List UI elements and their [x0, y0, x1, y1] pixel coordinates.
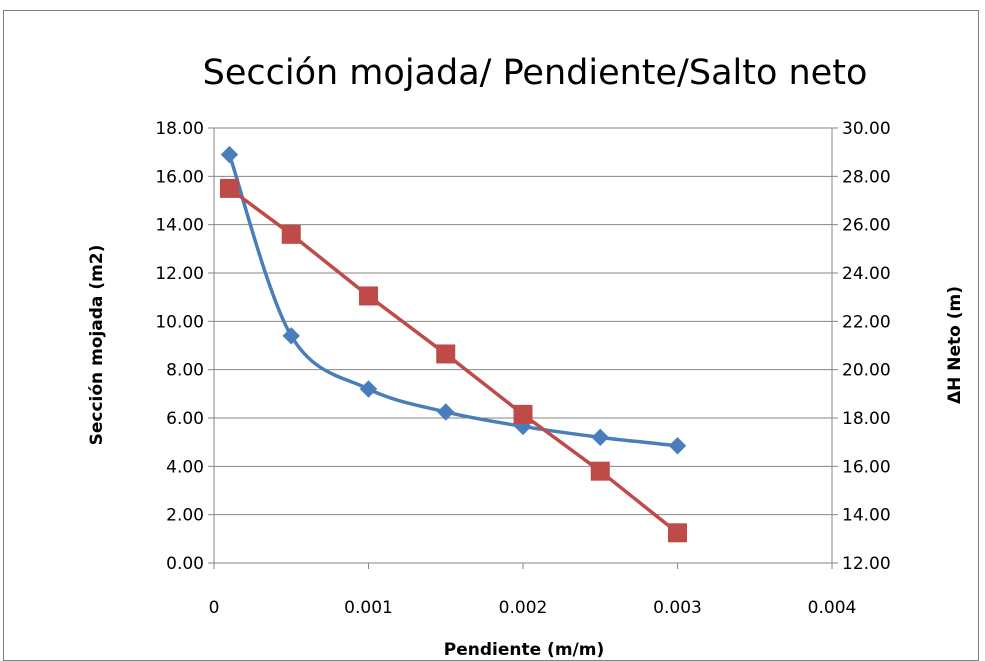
y2-tick-label: 26.00 — [842, 216, 891, 236]
y-tick-label: 16.00 — [155, 167, 204, 187]
y2-axis-title: ΔH Neto (m) — [945, 286, 965, 404]
series-1-point — [282, 327, 300, 345]
y-axis-title: Sección mojada (m2) — [87, 245, 107, 446]
x-tick-label: 0.002 — [499, 598, 548, 618]
y2-tick-label: 24.00 — [842, 264, 891, 284]
x-tick-label: 0.003 — [653, 598, 702, 618]
y2-tick-label: 22.00 — [842, 312, 891, 332]
y2-tick-label: 14.00 — [842, 506, 891, 526]
series-2-point — [668, 523, 687, 543]
series-2-point — [281, 224, 301, 244]
x-axis-title: Pendiente (m/m) — [444, 640, 604, 660]
y2-tick-label: 20.00 — [842, 361, 891, 381]
series-2-point — [590, 461, 610, 481]
series-2-point — [359, 286, 378, 306]
y-tick-label: 18.00 — [155, 119, 204, 139]
y-tick-label: 12.00 — [155, 264, 204, 284]
chart-frame — [3, 10, 979, 661]
series-1-point — [668, 437, 687, 455]
y-tick-label: 6.00 — [166, 409, 204, 429]
x-tick-label: 0.001 — [344, 598, 393, 618]
series-1-point — [220, 145, 239, 164]
series-layer — [219, 145, 687, 543]
x-tick-label: 0.004 — [808, 598, 857, 618]
y-tick-label: 14.00 — [155, 216, 204, 236]
y-tick-label: 10.00 — [155, 312, 204, 332]
tick-labels: 0.00 12.00 2.00 14.00 4.00 16.00 6.00 18.00 8.00… — [155, 119, 890, 618]
y-tick-label: 8.00 — [166, 361, 204, 381]
y-tick-label: 2.00 — [166, 506, 204, 526]
series-1-point — [437, 403, 455, 421]
chart-title: Sección mojada/ Pendiente/Salto neto — [203, 53, 868, 93]
y-tick-label: 0.00 — [166, 554, 204, 574]
y2-tick-label: 30.00 — [842, 119, 891, 139]
series-2-point — [513, 404, 533, 424]
series-1-point — [359, 380, 378, 398]
y2-tick-label: 18.00 — [842, 409, 891, 429]
y-tick-label: 4.00 — [166, 457, 204, 477]
gridlines — [214, 127, 832, 516]
series-2-point — [436, 344, 456, 364]
y2-tick-label: 16.00 — [842, 457, 891, 477]
x-tick-label: 0 — [209, 598, 220, 618]
series-1-line — [227, 154, 678, 448]
series-2-point — [219, 178, 239, 198]
y2-tick-label: 28.00 — [842, 167, 891, 187]
axes — [208, 127, 838, 569]
series-1-point — [591, 428, 609, 447]
y2-tick-label: 12.00 — [842, 554, 891, 574]
